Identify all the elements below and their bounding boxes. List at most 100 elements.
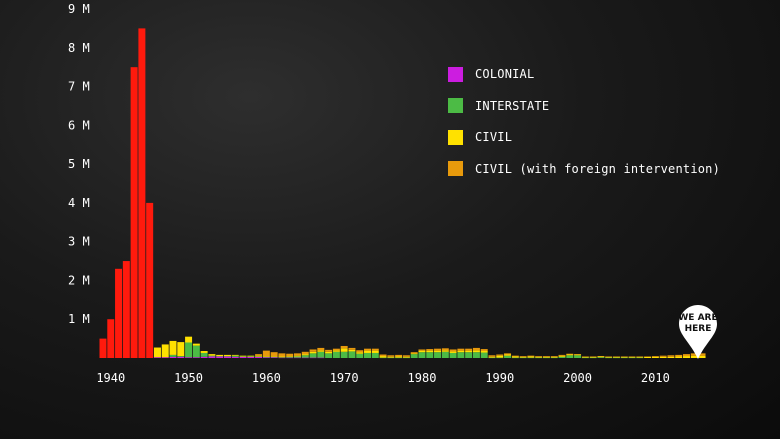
bar-interstate-2006 [620,357,628,359]
bar-civil-1972 [356,352,364,354]
bar-civil-1973 [364,350,371,353]
bar-civil_foreign-1959 [255,354,263,356]
bar-civil-1962 [278,356,286,358]
bar-civil_foreign-1992 [511,355,519,357]
bar-civil-1986 [465,350,473,353]
bar-civil_foreign-2013 [675,354,683,357]
bar-civil_foreign-2002 [589,356,597,357]
bar-interstate-1988 [480,352,488,358]
bar-colonial-1960 [262,357,270,358]
bar-civil-2014 [683,356,690,358]
bar-civil-1988 [480,351,488,353]
bar-interstate-1957 [239,356,247,357]
bar-colonial-1952 [200,356,208,358]
bar-interstate-1949 [177,356,185,357]
bar-interstate-1978 [402,357,410,359]
bar-civil_foreign-2006 [620,356,628,357]
bar-colonial-1961 [270,357,278,358]
legend-item-colonial: COLONIAL [448,66,720,82]
bar-interstate-1965 [301,355,309,358]
x-axis-ticks: 1940 1950 1960 1970 1980 1990 2000 2010 [96,371,670,385]
bar-civil_foreign-2010 [651,356,659,357]
bar-civil-1975 [379,356,387,358]
bar-interstate-2007 [628,357,636,359]
bar-civil-1948 [169,340,177,355]
bar-civil_foreign-1986 [465,348,473,351]
bar-ww2-1944 [138,28,146,358]
bar-interstate-1956 [231,355,239,357]
bar-civil-1951 [192,343,200,346]
legend-swatch-civil-foreign [448,161,463,176]
x-tick-label-1990: 1990 [485,371,514,385]
bar-civil_foreign-1987 [472,347,480,351]
bar-civil-2016 [698,355,706,358]
bar-civil-1987 [472,350,480,353]
bar-civil_foreign-1962 [278,353,286,357]
y-tick-label-3: 3 M [68,235,90,249]
bar-civil-1955 [223,354,231,357]
bar-civil-1981 [426,350,434,353]
legend-item-interstate: INTERSTATE [448,98,720,114]
bar-civil-1960 [262,356,270,357]
bar-civil-1963 [286,356,294,357]
bar-civil_foreign-2003 [597,356,605,357]
bar-interstate-1951 [192,345,200,358]
bar-civil-2009 [644,356,652,358]
bar-interstate-2004 [605,357,613,359]
bar-civil-1958 [247,355,255,357]
bar-interstate-1948 [169,354,177,357]
bar-civil-1993 [519,356,527,358]
bar-civil-1997 [550,356,558,358]
bar-colonial-1964 [294,357,301,359]
bar-interstate-1987 [472,352,480,358]
x-tick-label-1960: 1960 [252,371,281,385]
bar-civil_foreign-1975 [379,354,387,357]
bar-civil_foreign-1965 [301,351,309,355]
marker-line-1: WE ARE [678,313,718,323]
bar-civil-1965 [301,354,309,356]
bar-interstate-1971 [348,351,356,358]
bar-civil_foreign-1995 [535,356,543,357]
we-are-here-marker: WE ARE HERE [678,304,718,360]
bar-interstate-1972 [356,353,364,358]
bar-civil_foreign-1967 [317,347,325,351]
bar-interstate-1979 [410,354,418,358]
y-tick-label-4: 4 M [68,196,90,210]
y-tick-label-1: 1 M [68,312,90,326]
bar-civil-1968 [325,351,333,354]
bar-civil_foreign-1964 [294,353,301,356]
bar-civil_foreign-1994 [527,355,535,357]
bar-civil-1992 [511,356,519,358]
bar-interstate-1983 [441,351,449,358]
bar-civil-1969 [332,350,340,352]
bar-civil-1984 [449,351,457,353]
bar-interstate-1985 [457,352,465,358]
bar-civil-1967 [317,350,325,352]
bar-civil-2000 [574,354,582,356]
bar-interstate-1976 [387,357,395,359]
bar-colonial-1959 [255,356,263,358]
bar-interstate-1996 [542,357,550,359]
bar-interstate-1963 [286,356,294,358]
bar-colonial-1947 [161,357,169,358]
bar-colonial-1954 [216,356,224,358]
bar-interstate-1954 [216,356,224,357]
bar-civil_foreign-1981 [426,349,434,351]
bar-civil_foreign-1977 [395,354,403,357]
bar-civil_foreign-1998 [558,354,566,356]
y-tick-label-7: 7 M [68,80,90,94]
bar-civil-2002 [589,356,597,358]
bar-interstate-1950 [185,342,193,358]
x-tick-label-1970: 1970 [330,371,359,385]
bar-civil_foreign-1979 [410,352,418,354]
legend-label-interstate: INTERSTATE [475,98,550,113]
x-tick-label-1940: 1940 [96,371,125,385]
bar-interstate-1962 [278,357,286,358]
bar-civil-1978 [402,356,410,358]
bar-civil-2012 [667,356,675,358]
bar-civil-1982 [434,350,442,353]
bar-civil-1991 [504,354,512,356]
bar-civil-1956 [231,354,239,356]
bar-interstate-2001 [581,357,589,359]
